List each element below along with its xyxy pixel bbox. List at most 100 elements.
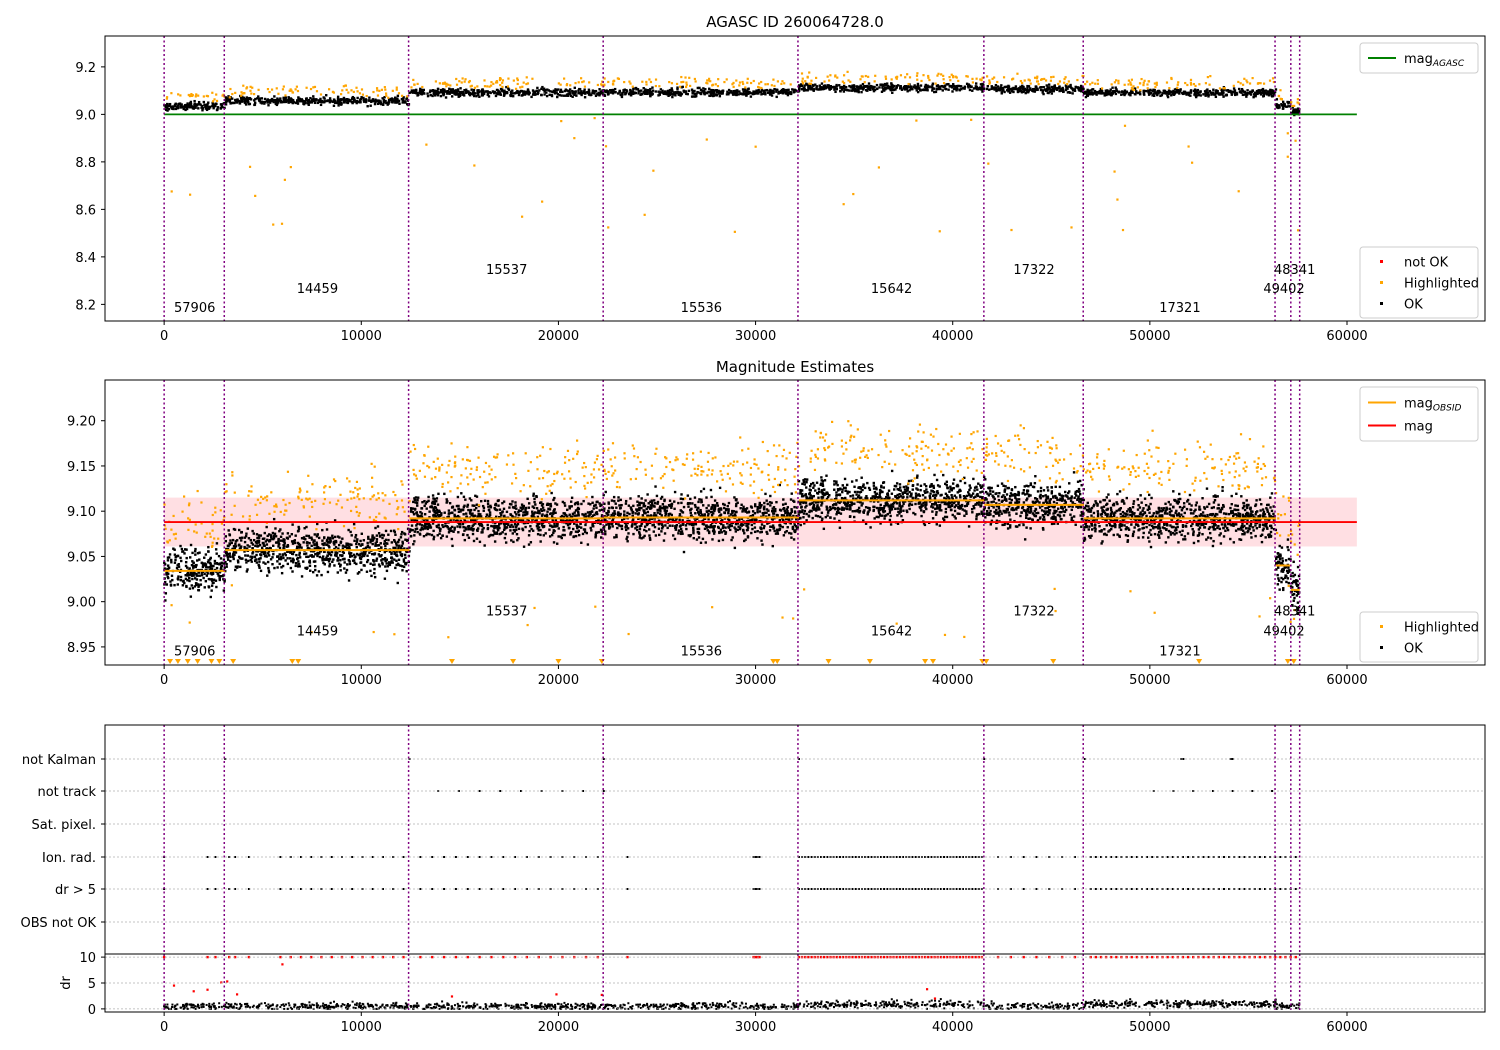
top-ok-point — [1147, 89, 1150, 92]
middle-ok-point — [212, 578, 216, 581]
top-ok-point — [337, 102, 340, 105]
top-ok-point — [472, 88, 476, 92]
middle-ok-point — [590, 529, 593, 532]
top-ok-point — [1270, 89, 1274, 92]
top-ok-point — [947, 88, 950, 91]
top-ok-point — [1185, 93, 1188, 96]
top-ok-point — [1024, 89, 1028, 92]
middle-highlighted-point — [584, 466, 587, 469]
top-ok-point — [423, 92, 426, 95]
top-ok-point — [355, 101, 358, 105]
top-outlier-point — [938, 230, 941, 233]
top-ok-point — [887, 86, 891, 89]
middle-ok-point — [573, 514, 576, 517]
middle-highlighted-point — [436, 457, 439, 460]
top-highlighted-point — [1035, 80, 1039, 83]
middle-ok-point — [358, 543, 361, 546]
middle-ok-point — [265, 547, 269, 550]
middle-highlighted-point — [432, 460, 435, 463]
top-ok-point — [1152, 94, 1156, 98]
middle-ok-point — [426, 525, 429, 529]
middle-ok-point — [461, 522, 465, 526]
top-highlighted-point — [760, 80, 763, 84]
top-highlighted-point — [758, 82, 761, 85]
top-highlighted-point — [1153, 82, 1156, 85]
middle-ok-point — [298, 553, 301, 556]
top-ok-point — [394, 101, 397, 104]
middle-ok-point — [307, 534, 311, 538]
middle-ok-point — [394, 566, 397, 570]
top-ok-point — [1261, 91, 1264, 95]
middle-ok-point — [381, 533, 384, 537]
middle-ok-point — [320, 573, 323, 577]
middle-highlighted-point — [566, 449, 570, 452]
top-ok-point — [664, 91, 667, 94]
top-ok-point — [549, 90, 552, 93]
middle-ok-point — [226, 558, 230, 561]
middle-ok-point — [291, 542, 295, 545]
top-ok-point — [184, 106, 187, 109]
top-ok-point — [1293, 108, 1297, 111]
middle-ok-point — [373, 567, 376, 571]
top-ok-point — [927, 86, 930, 89]
top-ok-point — [561, 90, 564, 94]
top-ok-point — [197, 100, 201, 104]
top-outlier-point — [1121, 228, 1125, 232]
middle-ok-point — [601, 519, 604, 522]
middle-ok-point — [354, 533, 358, 537]
top-ok-point — [336, 95, 340, 99]
middle-highlighted-point — [447, 464, 450, 467]
top-highlighted-point — [179, 94, 182, 97]
top-ok-point — [882, 88, 885, 91]
top-outlier-point — [754, 145, 757, 148]
top-highlighted-point — [483, 85, 487, 88]
middle-ok-point — [210, 567, 214, 570]
middle-ok-point — [341, 547, 345, 550]
top-ok-point — [502, 90, 505, 93]
top-highlighted-point — [495, 80, 498, 83]
top-outlier-point — [1237, 190, 1240, 193]
top-ok-point — [681, 85, 684, 89]
top-ok-point — [907, 86, 911, 89]
middle-ok-point — [186, 571, 190, 575]
top-ok-point — [274, 98, 277, 102]
middle-highlighted-point — [164, 527, 167, 530]
top-ok-point — [311, 98, 314, 101]
middle-ok-point — [240, 545, 243, 548]
top-highlighted-point — [1044, 79, 1048, 82]
middle-ok-point — [511, 532, 514, 535]
top-ok-point — [1268, 89, 1272, 93]
middle-ok-point — [373, 563, 376, 566]
middle-highlighted-point — [529, 461, 532, 464]
middle-ok-point — [584, 512, 587, 516]
middle-ok-point — [355, 542, 358, 546]
middle-ok-point — [482, 506, 486, 510]
top-ok-point — [676, 88, 679, 91]
top-ok-point — [1106, 92, 1110, 96]
middle-highlighted-point — [394, 493, 397, 497]
middle-ok-point — [284, 559, 287, 562]
top-ok-point — [328, 101, 332, 104]
middle-ok-point — [234, 565, 238, 568]
middle-ok-point — [251, 555, 254, 559]
middle-ok-point — [405, 569, 408, 573]
top-ok-point — [894, 88, 897, 91]
top-ok-point — [996, 85, 1000, 88]
top-ok-point — [800, 84, 803, 88]
middle-highlighted-point — [205, 532, 208, 535]
top-ok-point — [498, 93, 502, 96]
middle-highlighted-point — [248, 490, 251, 493]
middle-ok-point — [466, 505, 469, 508]
middle-ok-point — [397, 558, 401, 561]
middle-ok-point — [323, 536, 326, 539]
top-ok-point — [786, 93, 790, 97]
top-highlighted-point — [1297, 102, 1300, 105]
top-ok-point — [981, 84, 984, 87]
top-ok-point — [959, 84, 962, 88]
middle-ok-point — [192, 566, 195, 569]
top-ok-point — [1129, 91, 1132, 95]
top-ok-point — [886, 84, 890, 88]
middle-ok-point — [424, 502, 428, 505]
top-highlighted-point — [951, 74, 955, 78]
middle-ok-point — [395, 542, 398, 545]
